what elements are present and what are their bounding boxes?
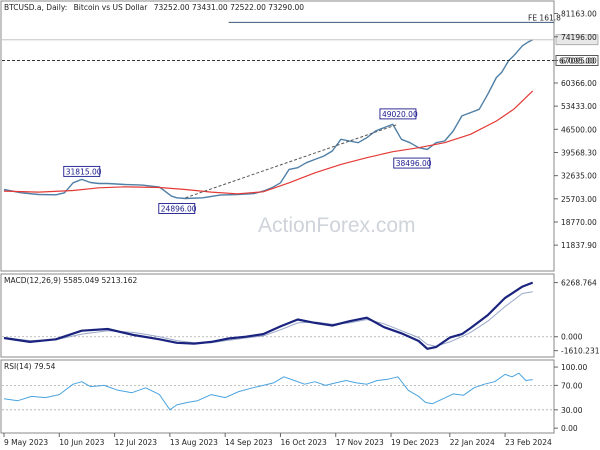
macd-y-tick-label: -1610.231 xyxy=(561,347,600,356)
moving-average-line xyxy=(3,90,534,195)
price-panel xyxy=(0,0,555,272)
ohlc-values: 73252.00 73431.00 72522.00 73290.00 xyxy=(154,3,305,12)
price-annotation-label: 31815.00 xyxy=(66,167,102,176)
price-y-tick-label: 74196.00 xyxy=(561,33,597,42)
x-tick-label: 22 Jan 2024 xyxy=(450,438,495,447)
instrument-name: Bitcoin vs US Dollar xyxy=(74,3,149,12)
macd-title: MACD(12,26,9) 5585.049 5213.162 xyxy=(4,276,138,285)
price-y-tick-label: 11837.90 xyxy=(561,241,597,250)
price-annotation-label: 38496.00 xyxy=(396,159,432,168)
macd-panel xyxy=(0,273,555,358)
x-tick-label: 12 Jul 2023 xyxy=(115,438,158,447)
price-y-tick-label: 53433.00 xyxy=(561,102,597,111)
rsi-y-tick-label: 100.00 xyxy=(561,363,587,372)
trend-line xyxy=(185,123,399,199)
price-annotation-label: 24896.00 xyxy=(161,205,197,214)
macd-y-tick-label: 0.000 xyxy=(561,333,583,342)
x-tick-label: 10 Jun 2023 xyxy=(59,438,104,447)
fibonacci-extension-label: FE 161.8 xyxy=(528,13,561,22)
price-annotation-box xyxy=(393,157,431,169)
price-y-tick-label: 81163.00 xyxy=(561,9,597,18)
x-tick-label: 14 Sep 2023 xyxy=(225,438,273,447)
price-y-tick-label: 39568.30 xyxy=(561,148,597,157)
price-annotation-box xyxy=(158,203,196,214)
rsi-y-tick-label: 30.00 xyxy=(561,406,583,415)
x-tick-label: 9 May 2023 xyxy=(4,438,48,447)
macd-y-tick-label: 6268.764 xyxy=(561,279,597,288)
x-tick-label: 16 Oct 2023 xyxy=(280,438,327,447)
price-annotation-box xyxy=(379,108,417,120)
rsi-y-tick-label: 70.00 xyxy=(561,381,583,390)
x-tick-label: 23 Feb 2024 xyxy=(505,438,552,447)
price-series-line xyxy=(3,39,534,200)
x-tick-label: 13 Aug 2023 xyxy=(170,438,218,447)
macd-line xyxy=(3,281,534,350)
rsi-y-tick-label: 0.00 xyxy=(561,424,578,433)
price-y-tick-label: 25703.00 xyxy=(561,195,597,204)
price-y-tick-label: 18770.00 xyxy=(561,218,597,227)
price-y-tick-label: 60366.00 xyxy=(561,79,597,88)
price-annotation-label: 49020.00 xyxy=(382,110,418,119)
current-price-tag xyxy=(555,34,599,46)
rsi-line xyxy=(3,372,533,411)
x-tick-label: 17 Nov 2023 xyxy=(336,438,384,447)
price-annotation-box xyxy=(63,165,101,177)
watermark: ActionForex.com xyxy=(258,214,416,237)
annotation-layer: 31815.00 24896.00 49020.00 38496.00 67095.00… xyxy=(2,13,599,214)
axis-layer: 81163.00 74196.00 67095.00 60366.00 53433.00… xyxy=(3,9,600,447)
x-tick-label: 19 Dec 2023 xyxy=(391,438,439,447)
chart-header: BTCUSD.a, Daily: Bitcoin vs US Dollar 73… xyxy=(4,3,304,12)
rsi-title: RSI(14) 79.54 xyxy=(4,362,56,371)
price-y-tick-label: 32635.00 xyxy=(561,172,597,181)
price-y-tick-label: 67095.00 xyxy=(561,56,597,65)
level-price-label: 67095.00 xyxy=(559,56,595,65)
symbol-label: BTCUSD.a, Daily: xyxy=(4,3,67,12)
rsi-panel xyxy=(0,359,555,434)
series-layer xyxy=(3,39,534,411)
price-y-tick-label: 46500.00 xyxy=(561,125,597,134)
